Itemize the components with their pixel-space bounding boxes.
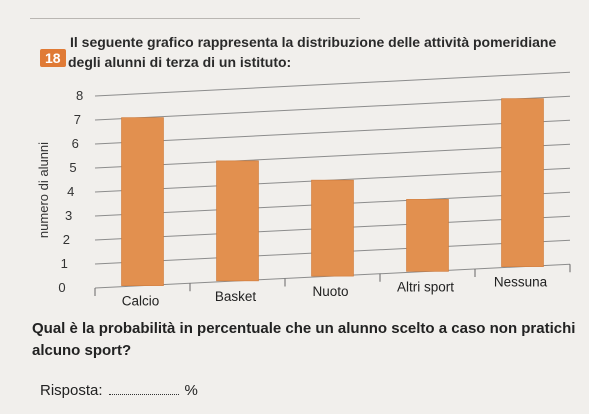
answer-input-blank[interactable] [108,380,179,395]
exercise-intro-text: Il seguente grafico rappresenta la distr… [68,34,557,70]
y-tick-label: 3 [65,208,72,223]
y-tick-label: 0 [58,280,65,295]
gridline [94,71,571,97]
y-tick-label: 1 [61,256,68,271]
question-text: Qual è la probabilità in percentuale che… [32,320,576,359]
category-label: Calcio [122,294,160,309]
y-tick-label: 6 [72,136,79,151]
bar [311,179,354,277]
answer-label: Risposta: [40,382,103,399]
category-label: Altri sport [397,279,454,294]
y-tick-label: 5 [69,160,76,175]
y-tick-label: 4 [67,184,74,199]
bar [216,160,259,282]
y-axis-label: numero di alunni [36,142,51,238]
category-label: Nessuna [494,275,548,290]
answer-unit: % [184,382,198,399]
exercise-number: 18 [40,49,66,67]
gridline [94,95,571,121]
bar [406,199,449,272]
y-tick-label: 2 [63,232,70,247]
bar [501,98,544,267]
top-rule [30,18,360,19]
bar [121,117,164,286]
category-label: Basket [215,289,257,304]
y-tick-label: 8 [76,88,83,103]
gridline [94,119,571,145]
answer-row: Risposta: % [40,380,198,399]
exercise-intro: Il seguente grafico rappresenta la distr… [68,32,568,72]
y-tick-label: 7 [74,112,81,127]
gridline [94,143,571,169]
category-label: Nuoto [312,284,348,299]
